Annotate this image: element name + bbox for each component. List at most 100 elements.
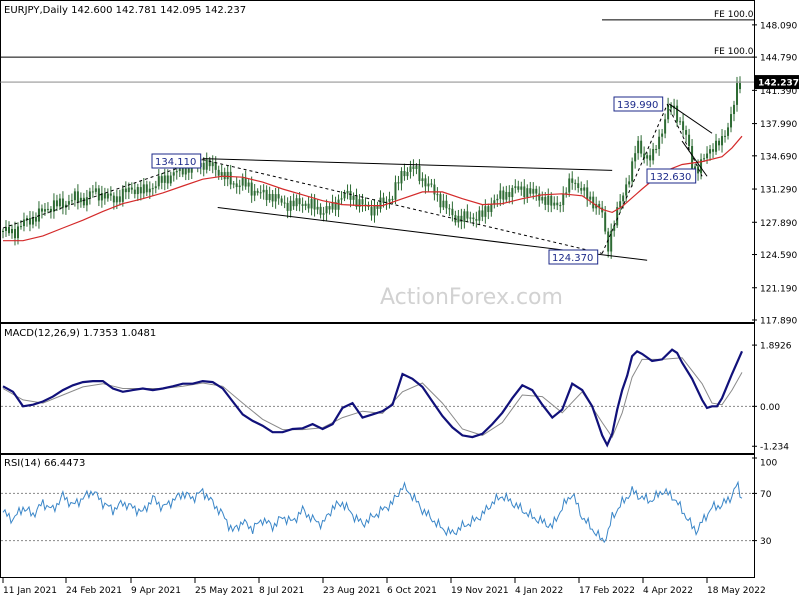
candle-body [217, 169, 220, 176]
candle-body [112, 195, 115, 203]
candle-body [286, 202, 289, 211]
candle-body [433, 184, 436, 195]
candle-body [208, 159, 211, 167]
candle-body [532, 188, 535, 194]
candle-body [553, 202, 556, 206]
candle-body [4, 227, 7, 231]
candle-body [169, 175, 172, 184]
candle-body [721, 136, 724, 146]
candle-body [505, 191, 508, 200]
candle-body [283, 202, 286, 204]
candle-body [289, 200, 292, 211]
macd-tick-label: 1.8926 [760, 342, 792, 352]
candle-body [313, 198, 316, 210]
candle-body [52, 200, 55, 212]
x-tick-label: 24 Feb 2021 [66, 586, 122, 596]
candle-body [121, 188, 124, 202]
trendline-wedge-dash [666, 103, 703, 177]
candle-body [232, 183, 235, 185]
candle-body [640, 140, 643, 154]
candle-body [529, 188, 532, 194]
candle-body [73, 191, 76, 201]
candle-body [586, 187, 589, 200]
candle-body [253, 190, 256, 196]
candle-body [103, 193, 106, 199]
candle-body [676, 105, 679, 122]
candle-body [226, 171, 229, 180]
candle-body [664, 119, 667, 134]
candle-body [49, 208, 52, 212]
candle-body [67, 201, 70, 205]
fe-level-label-upper: FE 100.0 [714, 10, 754, 20]
x-tick-label: 19 Nov 2021 [451, 586, 509, 596]
candle-body [514, 186, 517, 188]
price-tick-label: 137.990 [760, 120, 797, 130]
macd-line [2, 348, 744, 448]
candle-body [16, 226, 19, 239]
candle-body [646, 155, 649, 159]
candle-body [517, 186, 520, 190]
candle-body [466, 211, 469, 219]
candle-body [709, 149, 712, 154]
candle-body [619, 201, 622, 208]
candle-body [331, 201, 334, 210]
candle-body [469, 217, 472, 219]
candle-body [643, 153, 646, 159]
rsi-header: RSI(14) 66.4473 [4, 458, 85, 469]
candle-body [184, 167, 187, 175]
candle-body [85, 197, 88, 206]
candle-body [598, 203, 601, 208]
candle-body [688, 134, 691, 147]
candle-body [541, 196, 544, 201]
price-tick-label: 124.590 [760, 251, 797, 261]
candle-body [349, 190, 352, 200]
candle-body [265, 189, 268, 201]
candle-body [46, 208, 49, 210]
candle-body [568, 178, 571, 193]
candle-body [655, 148, 658, 150]
candle-body [622, 195, 625, 202]
candle-body [412, 166, 415, 169]
candle-body [55, 200, 58, 207]
candle-body [130, 187, 133, 190]
candle-body [736, 83, 739, 105]
candle-body [418, 165, 421, 182]
candle-body [439, 194, 442, 208]
candle-body [115, 196, 118, 203]
candle-body [109, 193, 112, 196]
current-price-tag [755, 75, 799, 90]
candle-body [490, 204, 493, 213]
label-high-139990: 139.990 [617, 100, 658, 111]
candle-body [700, 159, 703, 174]
price-tick-label: 117.890 [760, 317, 797, 327]
candle-body [574, 182, 577, 184]
candle-body [625, 184, 628, 196]
trendline-falling-dashed [202, 159, 603, 254]
candle-body [613, 225, 616, 231]
candle-body [43, 209, 46, 212]
candle-body [94, 188, 97, 192]
candles [2, 76, 742, 259]
candle-body [715, 140, 718, 152]
candle-body [496, 198, 499, 201]
current-price-label: 142.237 [758, 79, 799, 89]
candle-body [406, 171, 409, 177]
candle-body [631, 161, 634, 182]
trendline-wedge-top [668, 103, 713, 134]
candle-body [511, 187, 514, 198]
candle-body [274, 194, 277, 202]
candle-body [547, 195, 550, 205]
candle-body [559, 205, 562, 207]
candle-body [151, 188, 154, 190]
candle-body [526, 188, 529, 198]
candle-body [244, 177, 247, 187]
candle-body [706, 153, 709, 159]
candle-body [388, 198, 391, 202]
candle-body [2, 230, 4, 232]
candle-body [334, 201, 337, 210]
candle-body [589, 196, 592, 200]
candle-body [352, 195, 355, 200]
candle-body [187, 167, 190, 173]
candle-body [430, 183, 433, 185]
